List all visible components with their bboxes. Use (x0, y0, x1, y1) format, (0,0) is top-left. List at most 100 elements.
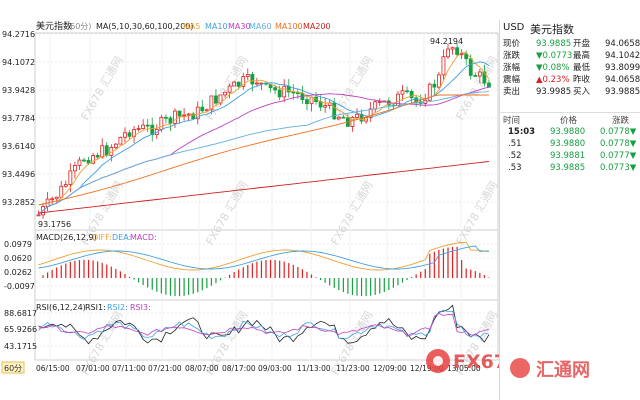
quote-row: 卖出 93.9985 买入 93.9885 (500, 87, 640, 98)
quote-label: 买入 (573, 87, 591, 97)
candle-body (150, 124, 155, 135)
candle-body (432, 83, 437, 88)
quote-panel: USD 美元指数 现价 93.9885 开盘 94.0658 涨跌 ▼0.0773 最高 94… (499, 20, 640, 400)
date-tick-label: 12/19:00 (410, 364, 444, 373)
candle-body (427, 83, 432, 101)
quote-label: 昨收 (573, 75, 591, 85)
tick-price: 93.9885 (550, 163, 586, 173)
quote-symbol: USD (503, 22, 525, 33)
candle-body (455, 47, 460, 55)
quote-row: 涨幅 ▼0.08% 最低 93.8099 (500, 63, 640, 74)
candle-body (141, 124, 146, 129)
date-tick-label: 13/05:00 (447, 364, 481, 373)
candle-body (487, 82, 491, 88)
candle-body (350, 117, 355, 127)
watermark-text: FX678 汇通网 (78, 54, 125, 122)
candle-body (473, 75, 478, 77)
quote-value: ▼0.08% (536, 63, 570, 73)
rsi3-label: RSI3: (130, 303, 151, 312)
tick-time: 15:03 (508, 127, 536, 137)
rsi1-label: RSI1: (85, 303, 106, 312)
candle-body (123, 132, 127, 138)
tick-row: .52 93.9881 0.0777▼ (500, 150, 640, 162)
tick-time: .51 (508, 139, 522, 149)
quote-value: ▲0.23% (536, 75, 570, 85)
grid-lines (35, 33, 498, 360)
date-tick-label: 06/15:00 (36, 364, 70, 373)
rsi3-line (38, 312, 490, 337)
rsi1-line (38, 304, 490, 345)
quote-value: ▼0.0773 (536, 51, 573, 61)
macd-legend: MACD(26,12,9) DIFF: DEA: MACD: (36, 233, 157, 242)
tick-header-price: 价格 (560, 116, 578, 126)
price-tick-label: 94.2716 (2, 30, 35, 39)
candle-body (241, 76, 246, 87)
ma-legend-ma200: MA200 (303, 22, 331, 31)
quote-value: 94.0658 (605, 39, 640, 49)
tick-change: 0.0777▼ (600, 151, 637, 161)
quote-label: 最低 (573, 63, 591, 73)
ma-label: MA(5,10,30,60,100,200) (96, 22, 194, 31)
candle-body (227, 85, 232, 93)
candle-body (282, 85, 287, 98)
price-tick-label: 93.4496 (2, 170, 35, 179)
panel-logo: 汇通网 (500, 350, 640, 390)
macd-tick-label: 0.0262 (4, 268, 32, 277)
candle-body (482, 71, 487, 84)
candle-body (477, 71, 482, 77)
panel-logo-icon (510, 358, 530, 378)
tick-change: 0.0773▼ (600, 163, 637, 173)
macd-dea-label: DEA: (112, 233, 131, 242)
candle-body (336, 116, 341, 120)
date-tick-label: 09/03:00 (258, 364, 292, 373)
macd-axis: 0.0979 0.0620 0.0262 -0.0097 (4, 240, 35, 291)
date-tick-label: 07/11:00 (112, 364, 146, 373)
candle-body (173, 110, 177, 124)
candle-body (163, 116, 168, 119)
quote-row: 现价 93.9885 开盘 94.0658 (500, 39, 640, 50)
candle-body (145, 124, 150, 127)
candle-body (118, 136, 123, 145)
quote-value: 93.9885 (536, 39, 572, 49)
rsi-legend: RSI(6,12,24) RSI1: RSI2: RSI3: (36, 303, 151, 312)
candle-body (441, 56, 446, 76)
quote-value: 93.9985 (536, 87, 572, 97)
candle-body (450, 47, 455, 50)
quote-value: 93.9885 (605, 87, 640, 97)
candle-body (68, 170, 73, 185)
period-tag-box[interactable] (1, 361, 25, 374)
rsi-label: RSI(6,12,24) (36, 303, 86, 312)
watermark-text: FX678 汇通网 (328, 179, 375, 247)
price-tick-label: 94.1072 (2, 58, 35, 67)
quote-row: 涨跌 ▼0.0773 最高 94.1042 (500, 51, 640, 62)
ma-legend-ma30: MA30 (228, 22, 251, 31)
indicator-name: 美元指数 (36, 20, 72, 32)
date-axis: 06/15:00 07/01:00 07/11:00 07/21:00 08/07:00… (36, 364, 481, 373)
chart-legend: 美元指数 (60分) MA(5,10,30,60,100,200) MA5 MA1… (36, 20, 331, 32)
rsi-lines (38, 304, 490, 345)
quote-label: 卖出 (503, 87, 521, 97)
candle-body (446, 48, 450, 58)
ma10-line (38, 61, 490, 216)
rsi-axis: 88.6817 65.9266 43.1715 (4, 309, 37, 351)
candle-body (50, 198, 55, 201)
chart-svg[interactable]: 美元指数 (60分) MA(5,10,30,60,100,200) MA5 MA1… (0, 0, 499, 400)
macd-tick-label: 0.0620 (4, 254, 32, 263)
period-tag: 60分 (4, 364, 22, 373)
quote-name: 美元指数 (530, 23, 574, 36)
candle-body (245, 74, 250, 77)
tick-time: .53 (508, 163, 522, 173)
tick-table-header: 时间 价格 涨跌 (500, 112, 640, 126)
candle-body (36, 214, 41, 217)
rsi-tick-label: 43.1715 (4, 342, 37, 351)
macd-tick-label: 0.0979 (4, 240, 32, 249)
candle-body (54, 196, 59, 200)
date-tick-label: 11/13:00 (297, 364, 331, 373)
date-tick-label: 07/21:00 (148, 364, 182, 373)
candle-body (468, 58, 473, 76)
logo-brand: FX678 (453, 351, 499, 373)
candle-body (405, 90, 409, 93)
candle-body (377, 101, 382, 103)
candle-body (186, 113, 191, 116)
